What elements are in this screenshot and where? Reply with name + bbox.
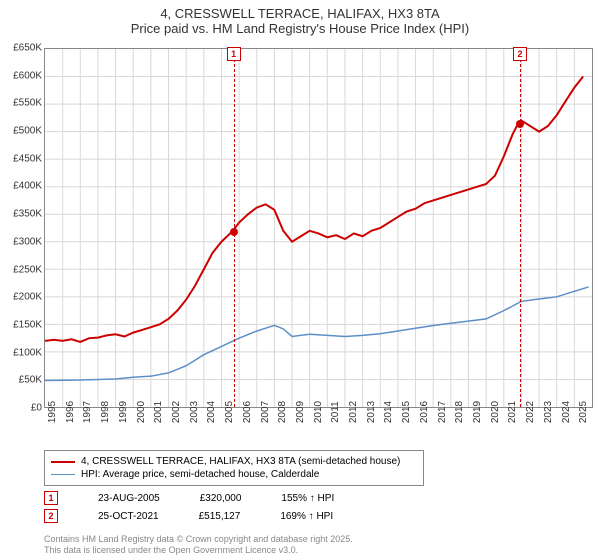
- x-axis-tick-label: 1998: [100, 401, 111, 423]
- legend-swatch-hpi: [51, 474, 75, 476]
- y-axis-tick-label: £400K: [0, 181, 42, 192]
- marker-date-1: 23-AUG-2005: [98, 493, 160, 504]
- y-axis-tick-label: £250K: [0, 264, 42, 275]
- x-axis-tick-label: 2000: [136, 401, 147, 423]
- marker-date-2: 25-OCT-2021: [98, 511, 159, 522]
- x-axis-tick-label: 2017: [437, 401, 448, 423]
- marker-price-1: £320,000: [200, 493, 242, 504]
- chart-title: 4, CRESSWELL TERRACE, HALIFAX, HX3 8TA P…: [0, 0, 600, 36]
- y-axis-tick-label: £0: [0, 403, 42, 414]
- x-axis-tick-label: 1997: [82, 401, 93, 423]
- x-axis-tick-label: 2009: [295, 401, 306, 423]
- x-axis-tick-label: 2005: [224, 401, 235, 423]
- y-axis-tick-label: £50K: [0, 375, 42, 386]
- x-axis-tick-label: 2010: [313, 401, 324, 423]
- x-axis-tick-label: 2025: [578, 401, 589, 423]
- y-axis-tick-label: £300K: [0, 236, 42, 247]
- marker-vline: [520, 49, 521, 407]
- x-axis-tick-label: 2008: [277, 401, 288, 423]
- y-axis-tick-label: £650K: [0, 43, 42, 54]
- x-axis-tick-label: 2024: [561, 401, 572, 423]
- footer-line-1: Contains HM Land Registry data © Crown c…: [44, 534, 353, 545]
- marker-table: 1 23-AUG-2005 £320,000 155% ↑ HPI 2 25-O…: [44, 489, 334, 525]
- marker-dot: [230, 228, 238, 236]
- legend-swatch-price-paid: [51, 461, 75, 463]
- x-axis-tick-label: 2021: [507, 401, 518, 423]
- legend-item-hpi: HPI: Average price, semi-detached house,…: [51, 468, 417, 481]
- y-axis-tick-label: £150K: [0, 319, 42, 330]
- x-axis-tick-label: 2006: [242, 401, 253, 423]
- x-axis-tick-label: 2007: [260, 401, 271, 423]
- marker-price-2: £515,127: [199, 511, 241, 522]
- marker-dot: [516, 120, 524, 128]
- y-axis-tick-label: £200K: [0, 292, 42, 303]
- marker-vs-hpi-2: 169% ↑ HPI: [280, 511, 333, 522]
- x-axis-tick-label: 1996: [65, 401, 76, 423]
- x-axis-tick-label: 2016: [419, 401, 430, 423]
- x-axis-tick-label: 2019: [472, 401, 483, 423]
- y-axis-tick-label: £450K: [0, 153, 42, 164]
- marker-row-2: 2 25-OCT-2021 £515,127 169% ↑ HPI: [44, 507, 334, 525]
- footer-attribution: Contains HM Land Registry data © Crown c…: [44, 534, 353, 556]
- legend-label-price-paid: 4, CRESSWELL TERRACE, HALIFAX, HX3 8TA (…: [81, 456, 400, 467]
- marker-badge-1: 1: [44, 491, 58, 505]
- legend: 4, CRESSWELL TERRACE, HALIFAX, HX3 8TA (…: [44, 450, 424, 486]
- x-axis-tick-label: 2012: [348, 401, 359, 423]
- x-axis-tick-label: 2013: [366, 401, 377, 423]
- title-line-2: Price paid vs. HM Land Registry's House …: [0, 21, 600, 36]
- x-axis-tick-label: 2015: [401, 401, 412, 423]
- marker-badge-2: 2: [44, 509, 58, 523]
- footer-line-2: This data is licensed under the Open Gov…: [44, 545, 353, 556]
- x-axis-tick-label: 2011: [330, 401, 341, 423]
- legend-label-hpi: HPI: Average price, semi-detached house,…: [81, 469, 319, 480]
- x-axis-tick-label: 2002: [171, 401, 182, 423]
- marker-flag: 2: [513, 47, 527, 61]
- x-axis-tick-label: 2018: [454, 401, 465, 423]
- x-axis-tick-label: 2001: [153, 401, 164, 423]
- y-axis-tick-label: £100K: [0, 347, 42, 358]
- marker-row-1: 1 23-AUG-2005 £320,000 155% ↑ HPI: [44, 489, 334, 507]
- x-axis-tick-label: 2022: [525, 401, 536, 423]
- x-axis-tick-label: 2004: [206, 401, 217, 423]
- y-axis-tick-label: £550K: [0, 98, 42, 109]
- x-axis-tick-label: 1999: [118, 401, 129, 423]
- y-axis-tick-label: £500K: [0, 126, 42, 137]
- y-axis-tick-label: £350K: [0, 209, 42, 220]
- title-line-1: 4, CRESSWELL TERRACE, HALIFAX, HX3 8TA: [0, 6, 600, 21]
- marker-vs-hpi-1: 155% ↑ HPI: [281, 493, 334, 504]
- x-axis-tick-label: 2014: [383, 401, 394, 423]
- marker-flag: 1: [227, 47, 241, 61]
- chart-svg: [45, 49, 592, 407]
- x-axis-tick-label: 2023: [543, 401, 554, 423]
- chart-plot-area: 12: [44, 48, 593, 408]
- x-axis-tick-label: 1995: [47, 401, 58, 423]
- x-axis-tick-label: 2020: [490, 401, 501, 423]
- y-axis-tick-label: £600K: [0, 70, 42, 81]
- legend-item-price-paid: 4, CRESSWELL TERRACE, HALIFAX, HX3 8TA (…: [51, 455, 417, 468]
- x-axis-tick-label: 2003: [189, 401, 200, 423]
